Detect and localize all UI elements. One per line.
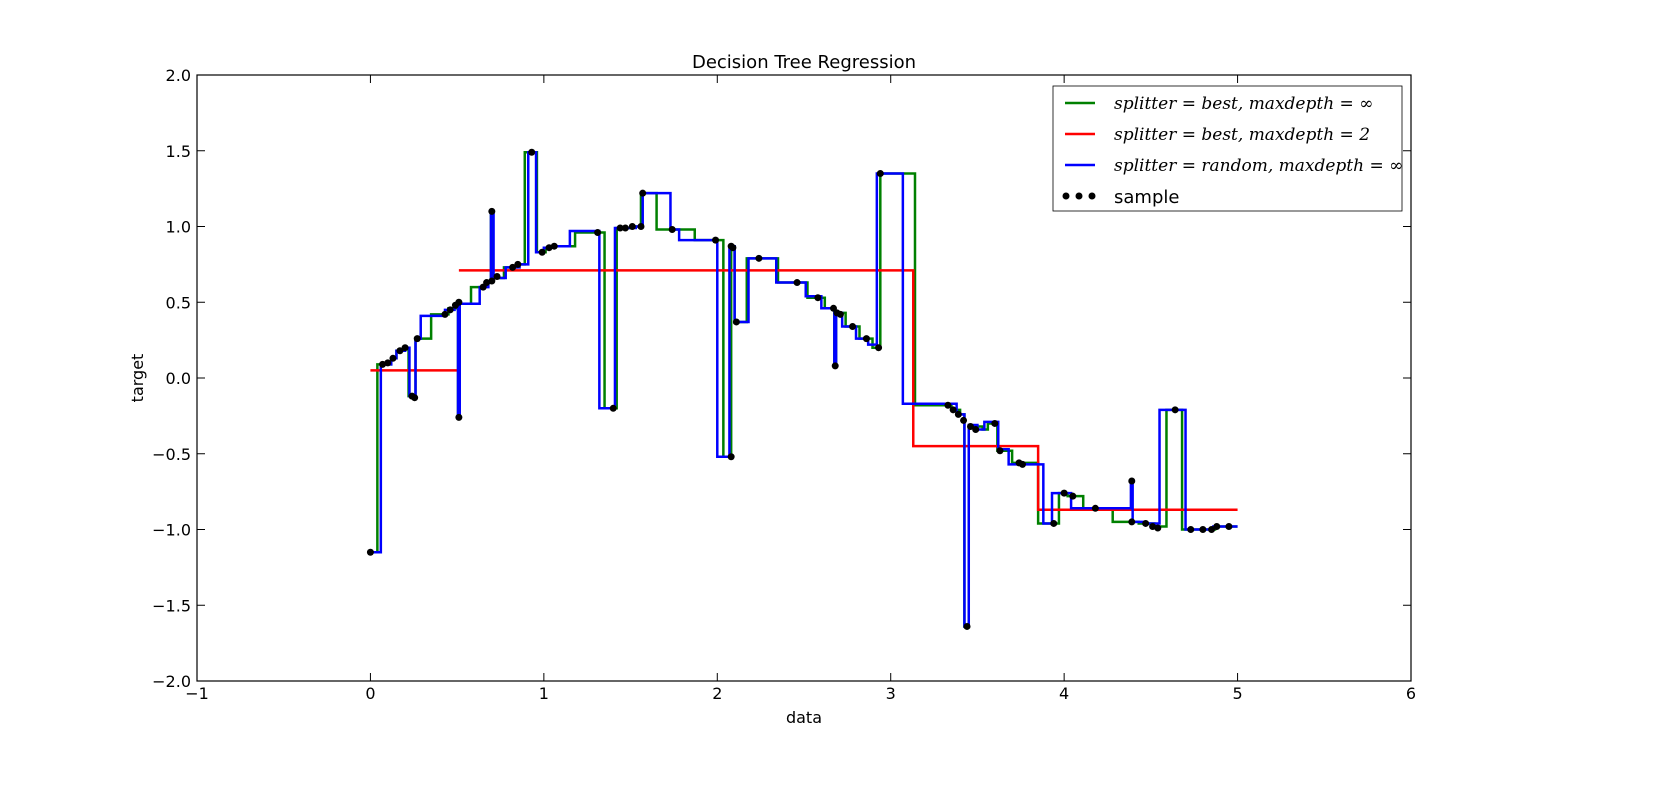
sample-point [668, 226, 676, 234]
sample-point [609, 404, 617, 412]
sample-point [413, 335, 421, 343]
sample-point [1199, 526, 1207, 533]
sample-point [1208, 526, 1216, 533]
sample-point [966, 422, 974, 430]
sample-point [849, 322, 857, 330]
sample-point [628, 223, 636, 230]
sample-point [836, 310, 844, 318]
sample-point [949, 406, 957, 414]
legend-marker [1075, 192, 1083, 200]
y-tick-label: 1.0 [166, 218, 191, 237]
sample-point [1128, 518, 1136, 526]
sample-point [1060, 489, 1068, 497]
sample-point [1213, 522, 1221, 530]
sample-point [991, 419, 999, 427]
sample-point [621, 224, 629, 232]
sample-point [528, 148, 536, 156]
sample-point [396, 347, 404, 355]
sample-point [514, 260, 522, 268]
plot-frame [196, 74, 1412, 682]
sample-point [401, 344, 409, 352]
legend-label: splitter = random, maxdepth = ∞ [1114, 156, 1403, 176]
x-tick-label: 5 [1232, 684, 1242, 703]
step-line [370, 151, 1238, 628]
chart-title: Decision Tree Regression [692, 52, 916, 73]
sample-point [550, 242, 558, 250]
sample-point [616, 224, 624, 232]
sample-point [1091, 504, 1099, 512]
y-tick-label: −1.5 [152, 596, 191, 615]
sample-point [639, 189, 647, 197]
y-axis-label: target [128, 354, 147, 403]
sample-point [493, 272, 501, 280]
sample-point [1142, 519, 1150, 527]
sample-point [996, 447, 1004, 455]
sample-point [446, 306, 454, 314]
legend-marker [1088, 192, 1096, 200]
sample-point [793, 279, 801, 287]
sample-point [411, 394, 419, 402]
sample-point [455, 413, 463, 421]
sample-point [1050, 519, 1058, 527]
sample-point [1154, 524, 1162, 532]
sample-point [1069, 492, 1077, 500]
legend-label: splitter = best, maxdepth = ∞ [1114, 94, 1373, 114]
y-tick-label: −2.0 [152, 672, 191, 691]
sample-point [1128, 477, 1136, 485]
x-axis-label: data [786, 708, 822, 727]
sample-point [1225, 522, 1233, 530]
sample-point [594, 229, 602, 237]
sample-point [729, 244, 737, 252]
sample-point [954, 410, 962, 418]
sample-point [944, 401, 952, 409]
sample-point [488, 277, 496, 285]
sample-point [727, 453, 735, 461]
legend-box [1052, 85, 1403, 212]
x-tick-label: 1 [539, 684, 549, 703]
sample-point [876, 169, 884, 177]
y-tick-label: 0.5 [166, 293, 191, 312]
step-line [370, 269, 1238, 512]
sample-point [963, 622, 971, 630]
sample-point [831, 362, 839, 370]
sample-point [384, 359, 392, 367]
sample-point [862, 335, 870, 343]
sample-point [1187, 526, 1195, 533]
sample-point [960, 416, 968, 424]
x-tick-label: 2 [712, 684, 722, 703]
sample-point [637, 223, 645, 230]
x-tick-label: 6 [1406, 684, 1416, 703]
legend-label: sample [1114, 187, 1179, 208]
sample-point [441, 310, 449, 318]
x-tick-label: −1 [185, 684, 209, 703]
x-tick-label: 3 [886, 684, 896, 703]
sample-point [488, 207, 496, 215]
sample-point [1019, 460, 1027, 468]
sample-point [509, 263, 517, 271]
sample-point [972, 426, 980, 434]
sample-point [732, 318, 740, 326]
sample-point [814, 294, 822, 302]
y-tick-label: −0.5 [152, 445, 191, 464]
y-tick-label: 1.5 [166, 142, 191, 161]
y-tick-label: −1.0 [152, 521, 191, 540]
sample-point [712, 236, 720, 244]
sample-point [755, 254, 763, 262]
sample-point [538, 248, 546, 256]
x-tick-label: 4 [1059, 684, 1069, 703]
sample-point [366, 548, 374, 556]
sample-point [1171, 406, 1179, 414]
legend-label: splitter = best, maxdepth = 2 [1114, 125, 1370, 145]
y-tick-label: 0.0 [166, 369, 191, 388]
sample-point [455, 298, 463, 306]
legend-marker [1062, 192, 1070, 200]
sample-point [389, 354, 397, 362]
x-tick-label: 0 [365, 684, 375, 703]
y-tick-label: 2.0 [166, 66, 191, 85]
sample-point [875, 344, 883, 352]
